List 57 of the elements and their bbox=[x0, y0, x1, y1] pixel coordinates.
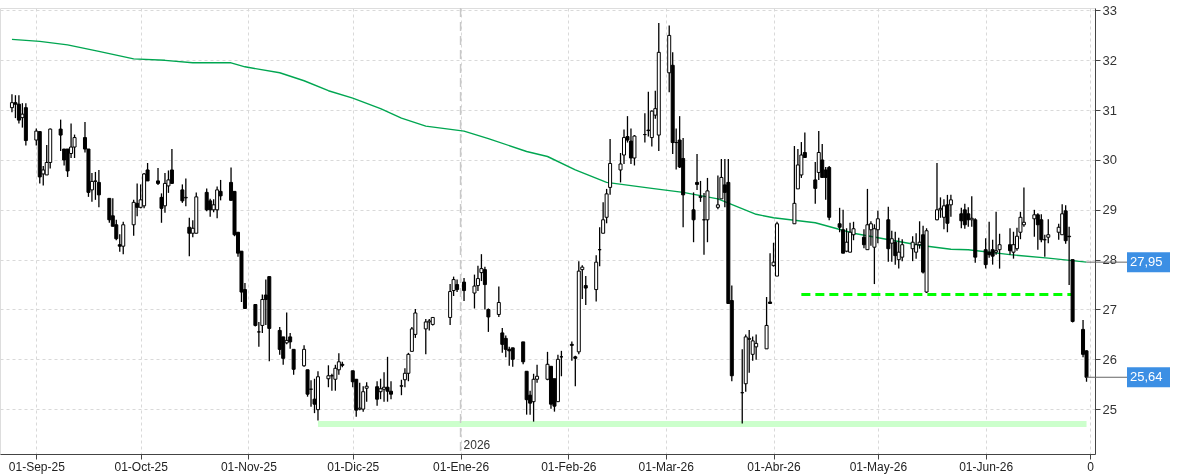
candlestick bbox=[1032, 209, 1037, 238]
y-tick-label: 30 bbox=[1102, 152, 1117, 168]
candlestick bbox=[893, 231, 898, 266]
x-tick-label: 01-Dic-25 bbox=[327, 459, 380, 474]
y-tick-label: 33 bbox=[1102, 2, 1117, 18]
candlestick bbox=[312, 378, 317, 414]
candlestick bbox=[496, 285, 501, 318]
ref-line-label: 2026 bbox=[463, 438, 491, 452]
x-tick-label: 01-Jun-26 bbox=[959, 459, 1014, 474]
candlestick bbox=[1011, 231, 1016, 260]
x-tick-label: 01-Oct-25 bbox=[114, 459, 169, 474]
candlestick bbox=[486, 307, 491, 333]
candlestick bbox=[16, 94, 21, 125]
candlestick bbox=[848, 222, 853, 253]
y-tick-label: 25 bbox=[1102, 401, 1117, 417]
candlestick bbox=[910, 235, 915, 262]
candlestick bbox=[764, 296, 769, 350]
candlestick bbox=[302, 344, 307, 368]
candlestick bbox=[715, 174, 720, 210]
y-tick-label: 27 bbox=[1102, 301, 1117, 317]
x-tick-label: 01-Mar-26 bbox=[638, 459, 695, 474]
y-tick-label: 31 bbox=[1102, 102, 1117, 118]
candlestick bbox=[291, 348, 296, 376]
candlestick bbox=[361, 385, 366, 413]
x-tick-label: 01-May-26 bbox=[849, 459, 908, 474]
candlestick bbox=[156, 167, 161, 186]
x-tick-label: 01-Abr-26 bbox=[747, 459, 802, 474]
candlestick bbox=[962, 203, 967, 230]
candlestick bbox=[107, 197, 112, 224]
y-tick-label: 28 bbox=[1102, 252, 1117, 268]
candlestick bbox=[959, 207, 964, 229]
candlestick bbox=[385, 356, 390, 403]
candlestick bbox=[945, 194, 950, 233]
line-series bbox=[11, 38, 1088, 263]
candlestick bbox=[96, 169, 101, 208]
candlestick bbox=[691, 191, 696, 243]
y-tick-label: 26 bbox=[1102, 351, 1117, 367]
candlestick bbox=[754, 333, 759, 361]
x-tick-label: 01-Feb-26 bbox=[541, 459, 597, 474]
candlestick bbox=[462, 277, 467, 302]
x-tick-label: 01-Sep-25 bbox=[8, 459, 66, 474]
x-tick-label: 01-Nov-25 bbox=[220, 459, 278, 474]
candlestick bbox=[569, 340, 574, 362]
annotation: 27,95 bbox=[1130, 254, 1163, 270]
x-tick-label: 01-Ene-26 bbox=[433, 459, 490, 474]
candlestick bbox=[792, 145, 797, 225]
candlestick bbox=[934, 162, 939, 221]
annotation: 25,64 bbox=[1130, 369, 1163, 385]
candlestick bbox=[326, 364, 331, 388]
y-tick-label: 29 bbox=[1102, 202, 1117, 218]
x-tick-label: 0 bbox=[1087, 459, 1095, 474]
candlestick bbox=[375, 380, 380, 407]
candlestick bbox=[500, 327, 505, 354]
y-tick-label: 32 bbox=[1102, 52, 1117, 68]
candlestick bbox=[510, 347, 515, 368]
candlestick bbox=[183, 177, 188, 207]
candlestick bbox=[521, 341, 526, 365]
